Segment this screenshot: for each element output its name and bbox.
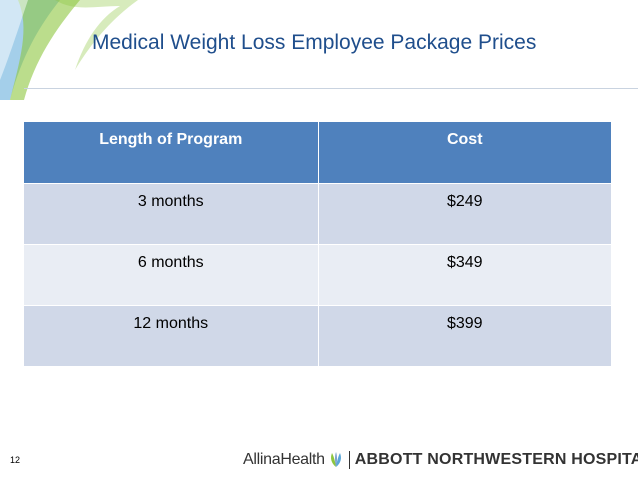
header-cost: Cost: [317, 122, 611, 183]
title-divider: [24, 88, 638, 89]
cell-cost: $249: [317, 182, 611, 244]
table-row: 12 months $399: [24, 304, 611, 366]
brand-divider: [348, 451, 350, 469]
header-length-of-program: Length of Program: [24, 122, 318, 183]
table-header-row: Length of Program Cost: [24, 122, 611, 183]
price-table: Length of Program Cost 3 months $249 6 m…: [24, 122, 611, 366]
table-row: 6 months $349: [24, 243, 611, 305]
table-row: 3 months $249: [24, 182, 611, 244]
slide-title: Medical Weight Loss Employee Package Pri…: [92, 31, 537, 54]
brand-abbott-northwestern: ABBOTT NORTHWESTERN HOSPITAL: [354, 451, 638, 468]
cell-length: 12 months: [24, 304, 318, 366]
footer-logo: AllinaHealth ABBOTT NORTHWESTERN HOSPITA…: [243, 449, 638, 471]
cell-length: 3 months: [24, 182, 318, 244]
cell-length: 6 months: [24, 243, 318, 305]
brand-allina-health: AllinaHealth: [243, 451, 325, 468]
cell-cost: $349: [317, 243, 611, 305]
slide-number: 12: [10, 455, 21, 465]
corner-swoosh-art: [0, 0, 138, 100]
allina-leaf-icon: [330, 452, 341, 467]
cell-cost: $399: [317, 304, 611, 366]
